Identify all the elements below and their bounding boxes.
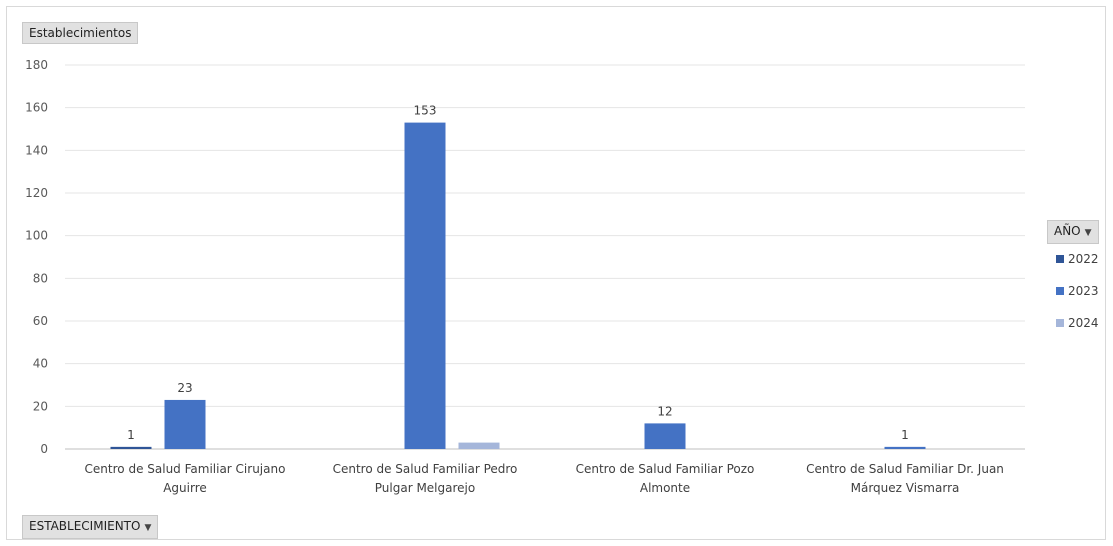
data-label: 1 (127, 428, 135, 442)
legend-item[interactable]: 2024 (1056, 316, 1099, 330)
legend-label: 2023 (1068, 284, 1099, 298)
values-field-button[interactable]: Establecimientos (22, 22, 139, 44)
axis-field-button[interactable]: ESTABLECIMIENTO ▼ (22, 515, 159, 539)
x-tick-label: Centro de Salud Familiar Dr. Juan (806, 462, 1004, 476)
bar-2022 (110, 446, 152, 449)
x-tick-label: Almonte (640, 481, 690, 495)
x-tick-label: Márquez Vismarra (851, 481, 960, 495)
bar-2023 (164, 399, 206, 449)
legend-item[interactable]: 2023 (1056, 284, 1099, 298)
y-tick-label: 160 (25, 101, 48, 115)
bar-2023 (644, 423, 686, 449)
legend-swatch (1056, 319, 1064, 327)
x-tick-label: Centro de Salud Familiar Pozo (576, 462, 755, 476)
data-label: 12 (657, 404, 672, 418)
bar-2024 (458, 442, 500, 449)
legend-label: 2022 (1068, 252, 1099, 266)
legend-field-button[interactable]: AÑO ▼ (1047, 220, 1099, 244)
y-tick-label: 140 (25, 143, 48, 157)
y-tick-label: 100 (25, 229, 48, 243)
data-label: 1 (901, 428, 909, 442)
y-tick-label: 20 (33, 399, 48, 413)
legend-swatch (1056, 255, 1064, 263)
data-label: 153 (414, 104, 437, 118)
y-tick-label: 60 (33, 314, 48, 328)
x-tick-label: Centro de Salud Familiar Pedro (333, 462, 518, 476)
chevron-down-icon[interactable]: ▼ (1084, 228, 1092, 238)
legend-swatch (1056, 287, 1064, 295)
chart-frame (6, 6, 1106, 540)
y-tick-label: 180 (25, 58, 48, 72)
y-tick-label: 40 (33, 357, 48, 371)
x-tick-label: Pulgar Melgarejo (375, 481, 475, 495)
axis-field-label: ESTABLECIMIENTO (29, 519, 141, 533)
y-tick-label: 80 (33, 271, 48, 285)
values-field-label: Establecimientos (29, 26, 132, 40)
bar-2023 (404, 122, 446, 449)
data-label: 23 (177, 381, 192, 395)
chevron-down-icon[interactable]: ▼ (144, 523, 152, 533)
y-tick-label: 0 (40, 442, 48, 456)
legend-field-label: AÑO (1054, 224, 1081, 238)
y-tick-label: 120 (25, 186, 48, 200)
legend-label: 2024 (1068, 316, 1099, 330)
bar-2023 (884, 446, 926, 449)
x-tick-label: Aguirre (163, 481, 207, 495)
x-tick-label: Centro de Salud Familiar Cirujano (85, 462, 286, 476)
legend-item[interactable]: 2022 (1056, 252, 1099, 266)
